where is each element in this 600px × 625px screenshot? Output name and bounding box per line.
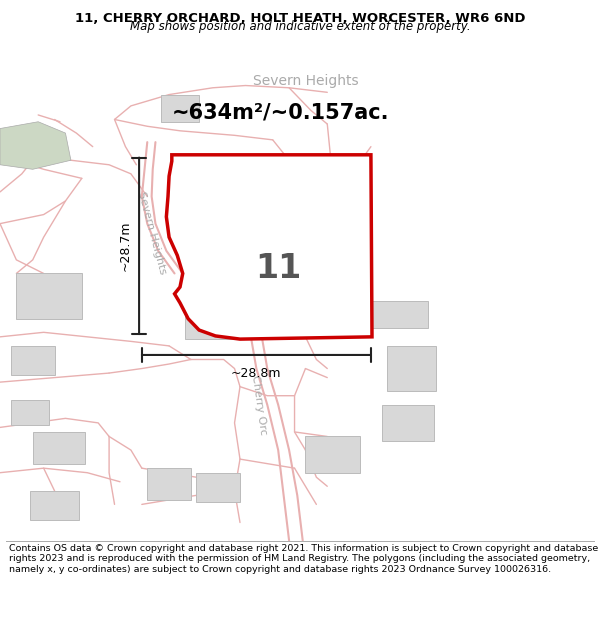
Text: Contains OS data © Crown copyright and database right 2021. This information is : Contains OS data © Crown copyright and d… bbox=[9, 544, 598, 574]
Polygon shape bbox=[0, 122, 71, 169]
Bar bbox=[33, 432, 85, 464]
Text: Severn Heights: Severn Heights bbox=[253, 74, 358, 88]
Text: ~634m²/~0.157ac.: ~634m²/~0.157ac. bbox=[172, 102, 389, 122]
Bar bbox=[387, 346, 436, 391]
Bar bbox=[382, 405, 434, 441]
Text: ~28.7m: ~28.7m bbox=[119, 221, 131, 271]
Bar bbox=[185, 309, 256, 339]
Bar bbox=[147, 468, 191, 500]
Text: 11, CHERRY ORCHARD, HOLT HEATH, WORCESTER, WR6 6ND: 11, CHERRY ORCHARD, HOLT HEATH, WORCESTE… bbox=[75, 12, 525, 25]
Bar bbox=[161, 94, 199, 122]
Text: ~28.8m: ~28.8m bbox=[231, 367, 281, 379]
Text: Cherry Orc: Cherry Orc bbox=[250, 374, 268, 435]
Bar bbox=[30, 491, 79, 520]
Polygon shape bbox=[166, 155, 372, 339]
Text: Map shows position and indicative extent of the property.: Map shows position and indicative extent… bbox=[130, 20, 470, 33]
Bar bbox=[305, 436, 360, 472]
Text: Severn Heights: Severn Heights bbox=[136, 190, 167, 275]
Bar bbox=[196, 472, 240, 502]
Bar bbox=[16, 274, 82, 319]
Bar bbox=[11, 400, 49, 425]
Bar bbox=[371, 301, 428, 328]
Text: 11: 11 bbox=[255, 253, 301, 286]
Bar bbox=[11, 346, 55, 376]
